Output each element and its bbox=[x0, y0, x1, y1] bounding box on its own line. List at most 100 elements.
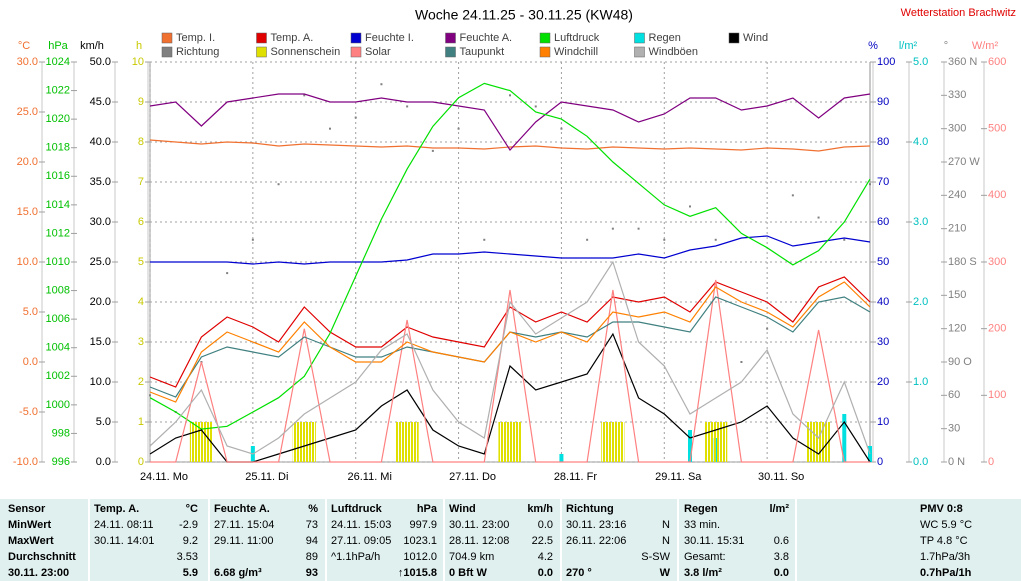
axis-title: l/m² bbox=[899, 40, 918, 52]
y-tick-label: 210 bbox=[948, 223, 966, 235]
legend-swatch bbox=[445, 46, 456, 58]
line bbox=[149, 281, 871, 403]
y-tick-label: 1016 bbox=[46, 170, 70, 182]
axis-title: hPa bbox=[48, 40, 68, 52]
y-tick-label: 45.0 bbox=[90, 96, 111, 108]
y-tick-label: 10.0 bbox=[90, 376, 111, 388]
y-tick-label: 8 bbox=[138, 136, 144, 148]
table-cell: 26.11. 22:06 bbox=[566, 535, 627, 547]
bar bbox=[688, 430, 692, 462]
table-cell: 4.2 bbox=[537, 551, 553, 563]
y-tick-label: 1024 bbox=[46, 56, 70, 68]
y-tick-label: 50.0 bbox=[90, 56, 111, 68]
legend-label: Richtung bbox=[176, 46, 219, 58]
axis-title: W/m² bbox=[972, 40, 999, 52]
y-tick-label: 1 bbox=[138, 416, 144, 428]
table-cell: W bbox=[659, 567, 670, 579]
point bbox=[303, 94, 306, 97]
legend-label: Temp. A. bbox=[271, 32, 314, 44]
y-tick-label: 2 bbox=[138, 376, 144, 388]
table-cell: 30.11. 23:16 bbox=[566, 519, 627, 531]
y-tick-label: 998 bbox=[52, 427, 70, 439]
point bbox=[663, 238, 666, 241]
y-tick-label: 30.0 bbox=[90, 216, 111, 228]
y-tick-label: 5.0 bbox=[913, 56, 928, 68]
table-cell: Durchschnitt bbox=[8, 551, 76, 563]
table-cell: S-SW bbox=[641, 551, 670, 563]
legend-label: Windchill bbox=[554, 46, 598, 58]
table-cell: 3.53 bbox=[176, 551, 198, 563]
y-tick-label: 90 bbox=[877, 96, 889, 108]
point bbox=[766, 327, 769, 330]
axis-title: h bbox=[136, 40, 142, 52]
table-cell: hPa bbox=[416, 503, 437, 515]
y-tick-label: 1006 bbox=[46, 313, 70, 325]
y-tick-label: 1.0 bbox=[913, 376, 928, 388]
table-cell: 89 bbox=[305, 551, 318, 563]
y-tick-label: 996 bbox=[52, 456, 70, 468]
legend-swatch bbox=[350, 46, 362, 58]
table-cell: l/m² bbox=[769, 503, 789, 515]
table-cell: 22.5 bbox=[531, 535, 553, 547]
point bbox=[534, 105, 537, 108]
station-name: Wetterstation Brachwitz bbox=[901, 7, 1016, 19]
legend-label: Windböen bbox=[649, 46, 699, 58]
table-cell: 9.2 bbox=[182, 535, 198, 547]
point bbox=[689, 205, 691, 208]
point bbox=[560, 127, 563, 130]
y-tick-label: 40.0 bbox=[90, 136, 111, 148]
y-tick-label: 7 bbox=[138, 176, 144, 188]
table-cell: 5.9 bbox=[182, 567, 198, 579]
y-tick-label: 1004 bbox=[46, 342, 70, 354]
legend-label: Taupunkt bbox=[460, 46, 505, 58]
point bbox=[251, 238, 254, 241]
y-tick-label: 3.0 bbox=[913, 216, 928, 228]
point bbox=[457, 127, 460, 130]
y-tick-label: 300 bbox=[948, 123, 966, 135]
column-separator bbox=[325, 499, 327, 581]
point bbox=[329, 127, 331, 130]
y-tick-label: 35.0 bbox=[90, 176, 111, 188]
line bbox=[149, 332, 871, 463]
table-cell: 1012.0 bbox=[403, 551, 437, 563]
y-tick-label: 270 W bbox=[948, 156, 980, 168]
table-cell: 0.7hPa/1h bbox=[920, 567, 972, 579]
point bbox=[869, 183, 871, 186]
y-tick-label: 15.0 bbox=[17, 206, 38, 218]
legend-label: Luftdruck bbox=[554, 32, 600, 44]
y-tick-label: 1018 bbox=[46, 142, 70, 154]
column-separator bbox=[560, 499, 562, 581]
y-tick-label: 0 bbox=[988, 456, 994, 468]
table-cell: 30.11. 23:00 bbox=[449, 519, 510, 531]
table-cell: 29.11. 11:00 bbox=[214, 535, 274, 547]
legend-label: Feuchte I. bbox=[365, 32, 414, 44]
y-tick-label: 1014 bbox=[46, 199, 70, 211]
chart-title: Woche 24.11.25 - 30.11.25 (KW48) bbox=[415, 7, 633, 23]
y-tick-label: 200 bbox=[988, 323, 1006, 335]
legend-swatch bbox=[539, 32, 551, 44]
y-tick-label: 0 N bbox=[948, 456, 965, 468]
y-tick-label: 4 bbox=[138, 296, 144, 308]
chart: Woche 24.11.25 - 30.11.25 (KW48) Wetters… bbox=[13, 7, 1016, 483]
legend-label: Feuchte A. bbox=[460, 32, 513, 44]
y-tick-label: 9 bbox=[138, 96, 144, 108]
y-tick-label: 20 bbox=[877, 376, 889, 388]
table-cell: 1023.1 bbox=[403, 535, 437, 547]
y-tick-label: 1012 bbox=[46, 227, 70, 239]
table-cell: 1.7hPa/3h bbox=[920, 551, 971, 563]
x-tick-label: 28.11. Fr bbox=[554, 471, 598, 483]
legend-swatch bbox=[256, 32, 267, 44]
y-tick-label: 90 O bbox=[948, 356, 972, 368]
y-tick-label: 3 bbox=[138, 336, 144, 348]
line bbox=[149, 139, 871, 152]
summary-table: Sensor Temp. A. °C Feuchte A.% Luftdruck hPa W… bbox=[0, 499, 1021, 581]
y-tick-label: 120 bbox=[948, 323, 966, 335]
table-cell: Luftdruck bbox=[331, 503, 382, 515]
legend-label: Regen bbox=[649, 32, 681, 44]
point bbox=[843, 238, 846, 241]
table-cell: PMV 0:8 bbox=[920, 503, 963, 515]
table-cell: 30.11. 23:00 bbox=[8, 567, 70, 579]
table-cell: 270 ° bbox=[566, 567, 592, 579]
y-tick-label: 100 bbox=[877, 56, 895, 68]
point bbox=[740, 361, 743, 363]
